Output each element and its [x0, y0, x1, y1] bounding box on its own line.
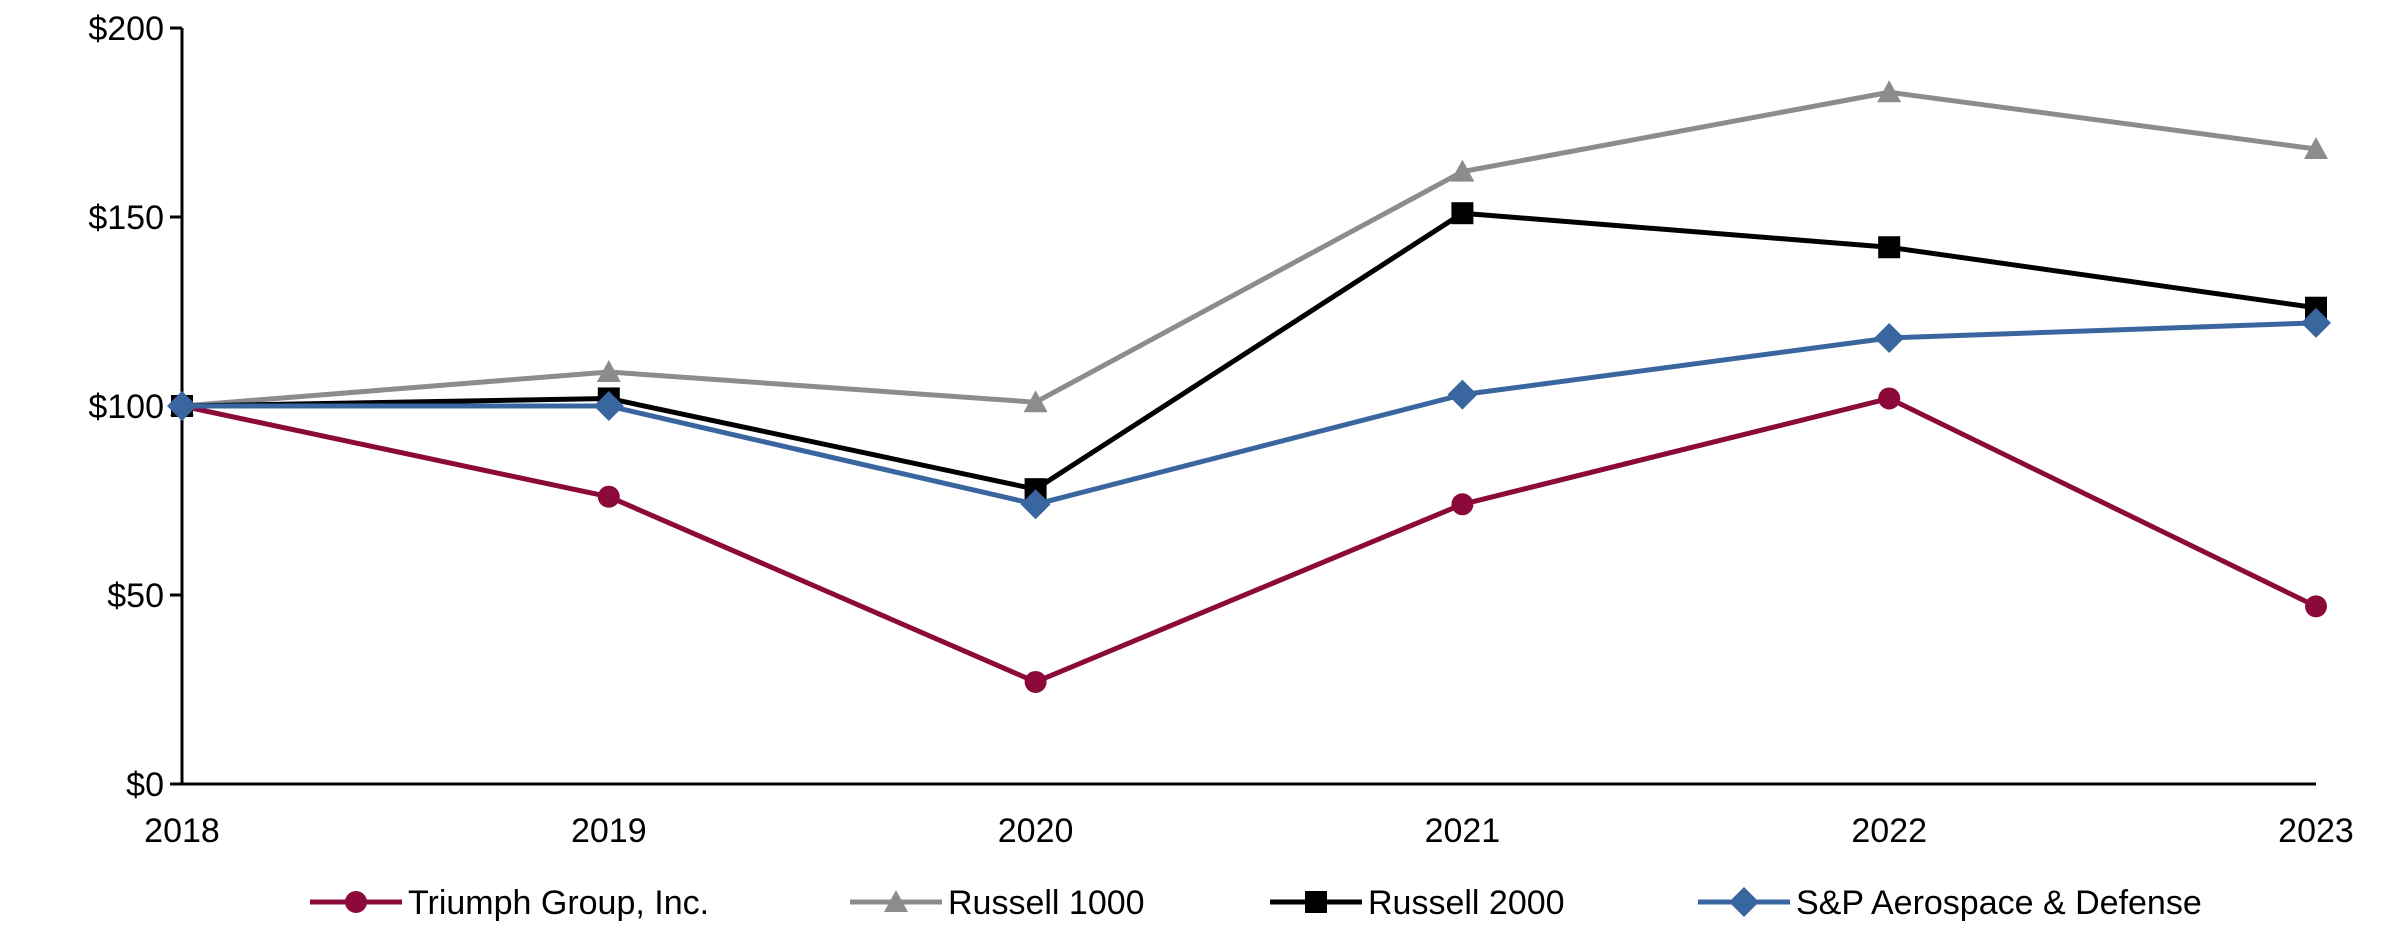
legend-item-4: S&P Aerospace & Defense [1698, 884, 2202, 922]
x-tick-label: 2019 [571, 812, 647, 850]
series-4 [167, 307, 2331, 520]
data-point [1878, 387, 1901, 410]
legend-marker [1729, 887, 1759, 917]
legend-item-1: Triumph Group, Inc. [310, 884, 709, 922]
series-lines [167, 80, 2331, 693]
data-point [596, 359, 621, 382]
legend-marker [1305, 891, 1327, 913]
x-tick-label: 2023 [2278, 812, 2354, 850]
data-point [1451, 202, 1474, 225]
legend: Triumph Group, Inc. Russell 1000 Russell 2… [310, 884, 2202, 922]
y-tick-label: $100 [88, 388, 164, 426]
series-line [182, 320, 2317, 507]
legend-label: Russell 2000 [1368, 884, 1565, 922]
data-point [1450, 159, 1475, 182]
data-point [2304, 136, 2328, 159]
legend-label: S&P Aerospace & Defense [1796, 884, 2202, 922]
data-point [2301, 307, 2331, 338]
legend-marker [345, 891, 367, 913]
y-tick-label: $50 [107, 577, 164, 615]
data-point [2305, 296, 2327, 319]
data-point [1874, 322, 1905, 353]
data-point [167, 391, 197, 421]
data-point [1020, 489, 1051, 520]
legend-label: Triumph Group, Inc. [408, 884, 709, 922]
y-tick-label: $200 [88, 10, 164, 48]
data-point [1877, 80, 1902, 103]
data-point [1447, 379, 1478, 410]
legend-item-3: Russell 2000 [1270, 884, 1565, 922]
legend-label: Russell 1000 [948, 884, 1145, 922]
series-2 [170, 80, 2328, 416]
data-point [1023, 390, 1048, 413]
series-line [181, 395, 2318, 685]
x-tick-label: 2018 [144, 812, 220, 850]
x-tick-label: 2022 [1851, 812, 1927, 850]
series-1 [171, 387, 2327, 693]
legend-item-2: Russell 1000 [850, 884, 1145, 922]
y-tick-label: $150 [88, 199, 164, 237]
series-line [181, 89, 2317, 409]
series-line [181, 210, 2317, 492]
data-point [1878, 236, 1901, 259]
data-point [1451, 493, 1474, 516]
data-point [1024, 478, 1047, 501]
data-point [593, 391, 624, 421]
x-tick-label: 2020 [998, 812, 1074, 850]
legend-marker [884, 890, 908, 912]
data-point [597, 485, 620, 508]
x-tick-label: 2021 [1425, 812, 1501, 850]
data-point [1024, 670, 1047, 693]
y-tick-label: $0 [126, 766, 164, 804]
data-point [2305, 595, 2327, 618]
axes: $0 $50 $100 $150 $200 2018 2019 2020 2021 2022 202… [88, 10, 2353, 850]
